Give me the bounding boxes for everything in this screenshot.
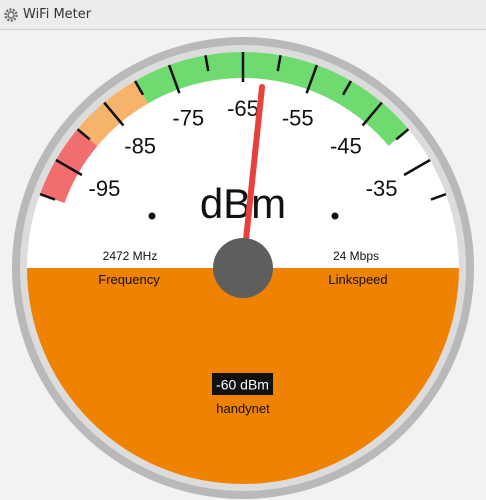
gauge-needle	[240, 84, 266, 271]
minor-tick	[204, 55, 210, 72]
minor-tick	[76, 128, 91, 141]
linkspeed-value: 24 Mbps	[333, 249, 379, 263]
gauge-unit-label: dBm	[200, 180, 286, 227]
left-dot	[148, 212, 156, 220]
major-tick	[103, 101, 125, 127]
tick-label: -95	[89, 176, 121, 201]
tick-label: -55	[282, 106, 314, 131]
tick-label: -65	[227, 96, 259, 121]
network-ssid: handynet	[216, 401, 270, 416]
minor-tick	[341, 80, 353, 96]
tick-label: -35	[366, 176, 398, 201]
title-bar: WiFi Meter	[0, 0, 486, 30]
minor-tick	[395, 128, 410, 141]
minor-tick	[39, 192, 56, 201]
signal-readout: -60 dBm	[216, 377, 269, 393]
tick-label: -85	[124, 133, 156, 158]
gear-icon	[3, 7, 19, 23]
signal-gauge: -95-85 -75 -65 -55 -45-35 dBm 2472 MHz 24 Mb…	[12, 37, 474, 499]
major-tick	[361, 101, 383, 127]
gauge-tick-labels: -95-85 -75 -65 -55 -45-35	[89, 96, 398, 201]
right-dot	[331, 212, 339, 220]
signal-readout-box	[212, 373, 273, 395]
major-tick	[305, 64, 319, 94]
tick-label: -75	[172, 106, 204, 131]
major-tick	[55, 158, 83, 177]
gauge-hub	[213, 238, 273, 298]
window-title: WiFi Meter	[23, 7, 92, 22]
major-tick	[167, 64, 181, 94]
frequency-value: 2472 MHz	[103, 249, 158, 263]
tick-label: -45	[330, 133, 362, 158]
linkspeed-label: Linkspeed	[328, 272, 387, 287]
minor-tick	[133, 80, 145, 96]
gauge-ticks	[39, 52, 447, 201]
frequency-label: Frequency	[98, 272, 160, 287]
minor-tick	[276, 55, 282, 72]
minor-tick	[430, 192, 447, 201]
major-tick	[403, 158, 431, 177]
